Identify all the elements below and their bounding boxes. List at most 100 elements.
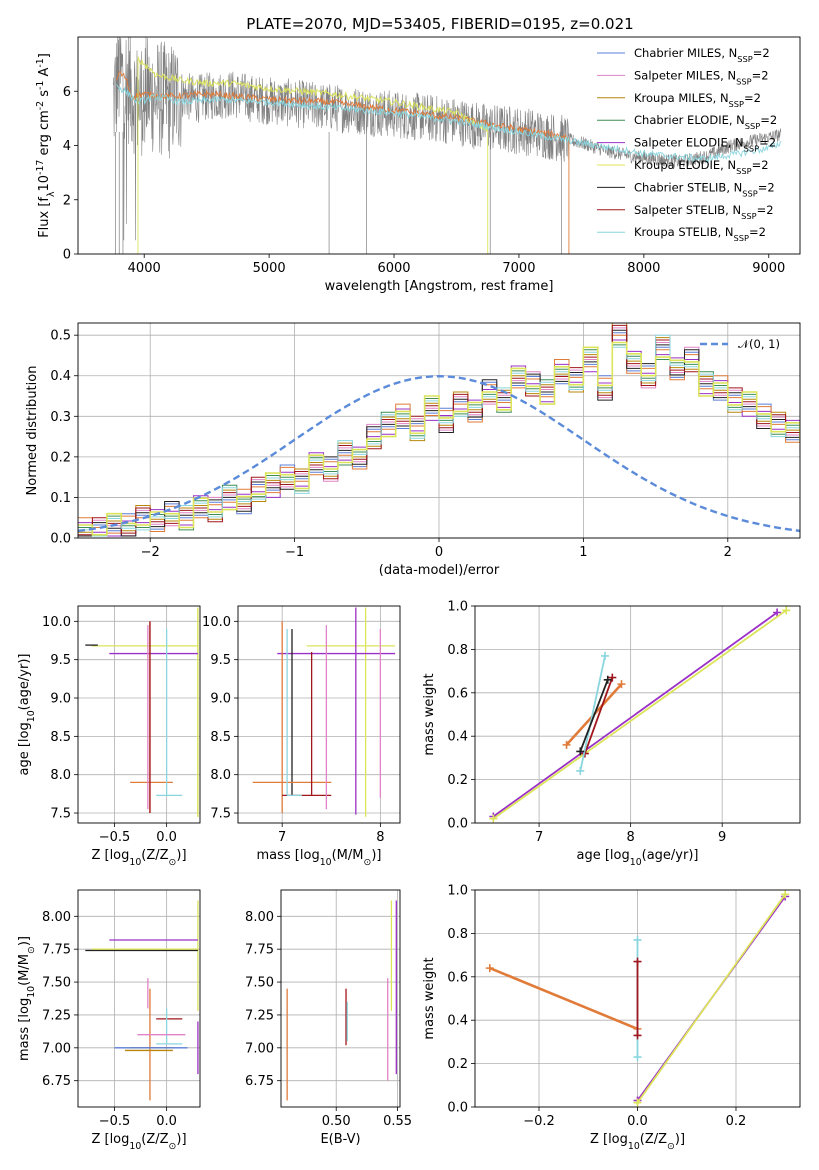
legend-label: Kroupa STELIB, NSSP=2 bbox=[634, 225, 766, 243]
weight-z-marker bbox=[633, 957, 642, 966]
axes-frame bbox=[77, 36, 801, 255]
y-tick-label: 6 bbox=[63, 85, 71, 100]
weight-z-marker bbox=[633, 1053, 642, 1062]
histogram-step bbox=[78, 324, 800, 536]
y-tick-label: 0.8 bbox=[447, 643, 468, 658]
x-tick-label: 2 bbox=[724, 545, 732, 560]
weight-age-line bbox=[492, 609, 787, 820]
x-axis-label: (data-model)/error bbox=[379, 563, 500, 578]
axes-frame bbox=[77, 889, 201, 1108]
axes-frame bbox=[474, 889, 801, 1108]
x-tick-label: 6000 bbox=[377, 261, 410, 276]
weight-z-line bbox=[636, 893, 786, 1104]
y-tick-label: 0.6 bbox=[447, 970, 468, 985]
y-tick-label: 0.0 bbox=[50, 532, 71, 547]
x-axis-label: age [log10(age/yr)] bbox=[577, 848, 699, 868]
spectrum-model-line bbox=[116, 84, 782, 164]
spectrum-model-line bbox=[116, 71, 569, 141]
axes-frame bbox=[237, 605, 401, 824]
y-tick-label: 7.25 bbox=[42, 1008, 71, 1023]
weight-age-marker bbox=[617, 680, 626, 689]
y-tick-label: 0.2 bbox=[447, 1057, 468, 1072]
x-tick-label: 0.0 bbox=[627, 1114, 648, 1129]
legend-label: Salpeter ELODIE, NSSP=2 bbox=[634, 136, 776, 154]
weight-age-line bbox=[584, 677, 614, 754]
weight-z-marker bbox=[633, 935, 642, 944]
weight-age-line bbox=[579, 655, 606, 772]
y-axis-label: age [log10(age/yr)] bbox=[17, 654, 37, 776]
x-tick-label: 7 bbox=[278, 830, 286, 845]
legend-label: Salpeter STELIB, NSSP=2 bbox=[634, 203, 774, 221]
weight-age-marker bbox=[562, 740, 571, 749]
spectrum-data-line bbox=[112, 37, 782, 241]
weight-age-marker bbox=[608, 673, 617, 682]
y-axis-label: mass weight bbox=[422, 673, 437, 755]
y-tick-label: 0.3 bbox=[50, 410, 71, 425]
y-tick-label: 2 bbox=[63, 193, 71, 208]
histogram-step bbox=[78, 341, 800, 536]
y-axis-label: Flux [fλ10-17 erg cm-2 s-1 A-1] bbox=[35, 53, 57, 238]
y-tick-label: 9.5 bbox=[210, 653, 231, 668]
y-tick-label: 0.0 bbox=[447, 817, 468, 832]
axes-frame bbox=[77, 322, 801, 539]
text-layer: 4000 5000 6000 7000 8000 9000 0 2 4 6 wavelength [… bbox=[17, 46, 785, 1152]
y-tick-label: 0.8 bbox=[447, 927, 468, 942]
y-tick-label: 1.0 bbox=[447, 600, 468, 615]
weight-age-marker bbox=[782, 606, 791, 615]
data-layer bbox=[78, 37, 800, 1107]
legend-label: Chabrier STELIB, NSSP=2 bbox=[634, 180, 775, 198]
weight-z-marker bbox=[633, 1031, 642, 1040]
y-tick-label: 7.75 bbox=[42, 943, 71, 958]
histogram-step bbox=[78, 323, 800, 537]
x-tick-label: 5000 bbox=[253, 261, 286, 276]
y-tick-label: 10.0 bbox=[42, 615, 71, 630]
y-tick-label: 7.00 bbox=[245, 1041, 274, 1056]
y-tick-label: 7.5 bbox=[210, 807, 231, 822]
y-tick-label: 7.75 bbox=[245, 943, 274, 958]
y-tick-label: 7.5 bbox=[50, 807, 71, 822]
weight-z-marker bbox=[633, 1098, 642, 1107]
figure-title: PLATE=2070, MJD=53405, FIBERID=0195, z=0… bbox=[246, 15, 633, 33]
normal-curve bbox=[78, 374, 800, 533]
y-tick-label: 0.4 bbox=[50, 369, 71, 384]
weight-z-marker bbox=[485, 964, 494, 973]
x-tick-label: 9000 bbox=[752, 261, 785, 276]
axes-frame bbox=[280, 889, 401, 1108]
y-axis-label: Normed distribution bbox=[25, 366, 40, 496]
x-axis-label: wavelength [Angstrom, rest frame] bbox=[325, 279, 554, 294]
x-tick-label: 8000 bbox=[627, 261, 660, 276]
y-tick-label: 0.2 bbox=[447, 773, 468, 788]
x-tick-label: 8 bbox=[376, 830, 384, 845]
x-tick-label: 7000 bbox=[502, 261, 535, 276]
weight-z-marker bbox=[781, 890, 790, 899]
y-tick-label: 8.0 bbox=[50, 768, 71, 783]
y-tick-label: 7.25 bbox=[245, 1008, 274, 1023]
y-tick-label: 9.5 bbox=[50, 653, 71, 668]
x-tick-label: −1 bbox=[285, 545, 304, 560]
axes-frame bbox=[474, 605, 801, 824]
weight-age-line bbox=[579, 679, 609, 752]
spectrum-legend: Chabrier MILES, NSSP=2 Salpeter MILES, NS… bbox=[597, 46, 777, 243]
x-axis-label: Z [log10(Z/Z⊙)] bbox=[91, 1132, 186, 1152]
y-axis-label: mass weight bbox=[422, 957, 437, 1039]
y-tick-label: 4 bbox=[63, 139, 71, 154]
x-tick-label: 1 bbox=[579, 545, 587, 560]
y-tick-label: 0.4 bbox=[447, 730, 468, 745]
x-tick-label: 0.0 bbox=[156, 830, 177, 845]
x-tick-label: −0.5 bbox=[99, 830, 131, 845]
legend-label: Salpeter MILES, NSSP=2 bbox=[634, 68, 769, 86]
x-tick-label: 4000 bbox=[128, 261, 161, 276]
y-tick-label: 9.0 bbox=[50, 692, 71, 707]
weight-age-marker bbox=[576, 747, 585, 756]
y-axis-label: mass [log10(M/M⊙)] bbox=[17, 936, 37, 1061]
histogram-step bbox=[78, 327, 800, 537]
y-tick-label: 0.4 bbox=[447, 1014, 468, 1029]
x-axis-label: Z [log10(Z/Z⊙)] bbox=[91, 848, 186, 868]
weight-z-line bbox=[489, 966, 638, 1031]
legend-label: Chabrier ELODIE, NSSP=2 bbox=[634, 113, 777, 131]
histogram-step bbox=[78, 344, 800, 537]
axes-frame bbox=[77, 605, 201, 824]
weight-age-marker bbox=[773, 608, 782, 617]
y-tick-label: 8.00 bbox=[42, 910, 71, 925]
